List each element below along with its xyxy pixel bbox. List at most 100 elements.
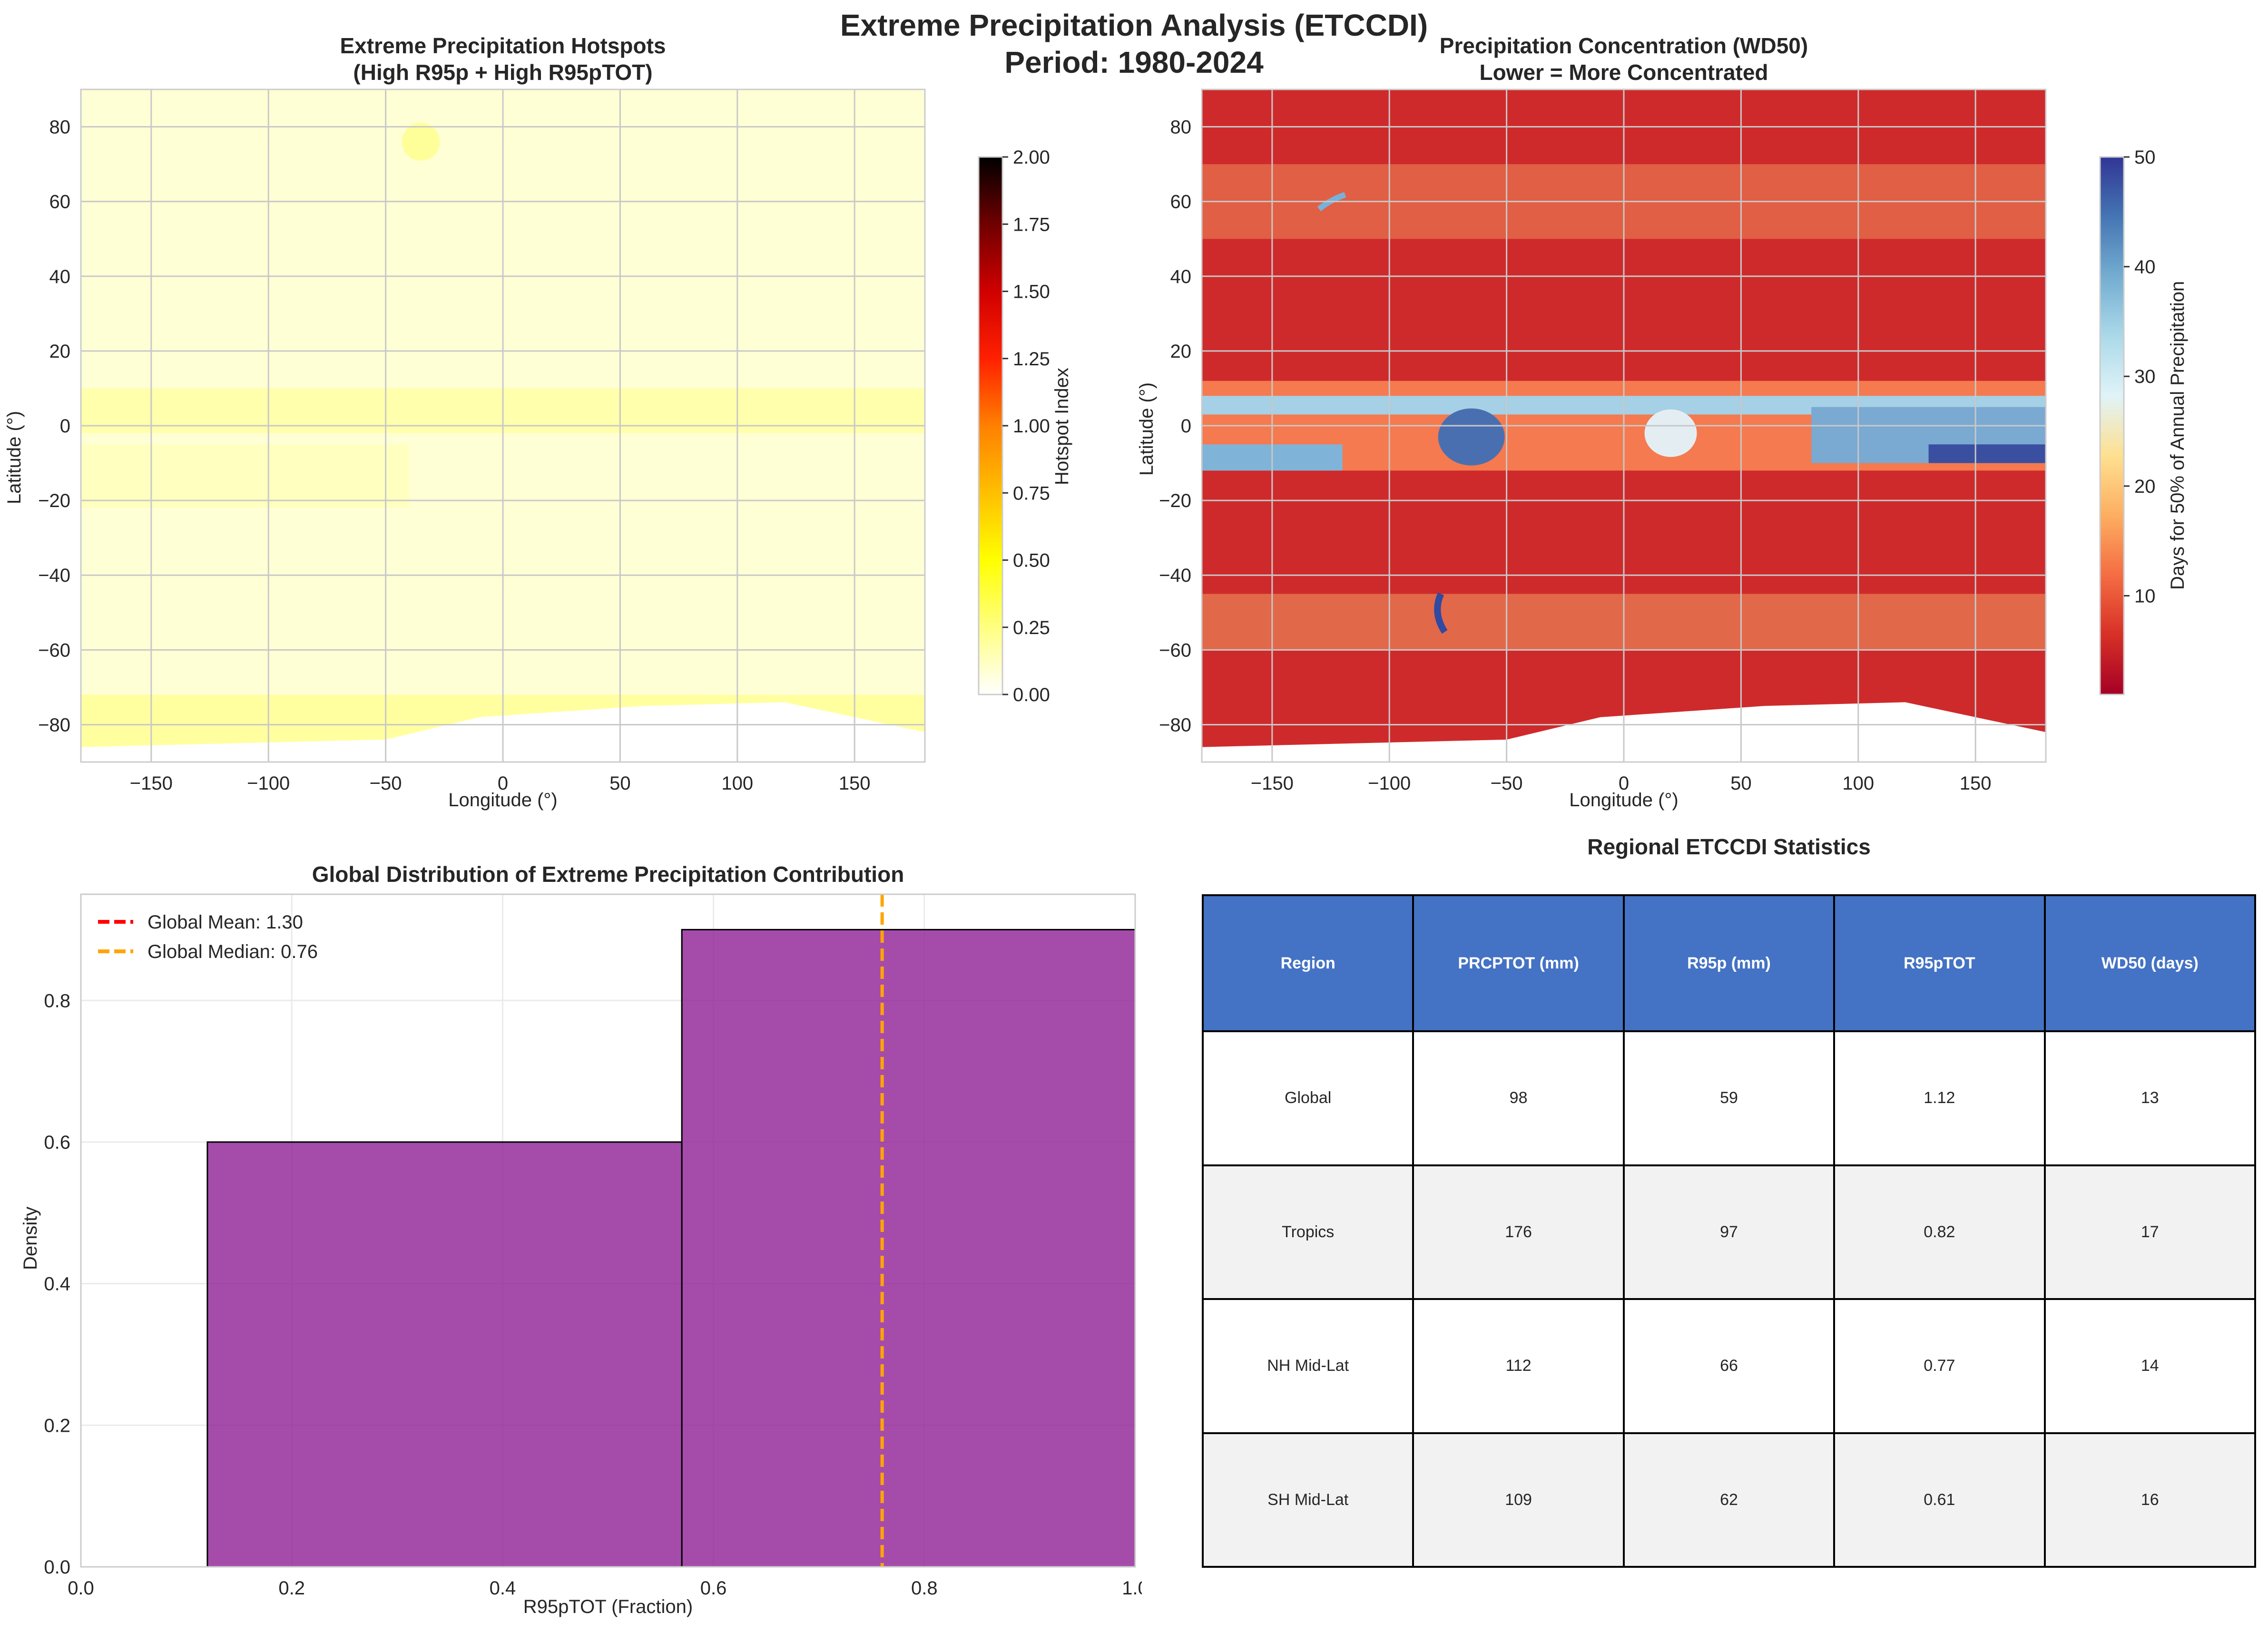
greenland-spot [402, 122, 440, 161]
histogram-bars [206, 928, 1135, 1567]
y-tick-label: 0.4 [44, 1274, 70, 1295]
warm-pool-core [1928, 444, 2046, 463]
table-cell: 66 [1622, 1298, 1836, 1434]
table-cell: 16 [2043, 1432, 2257, 1568]
y-tick-label: −40 [1159, 565, 1191, 586]
x-tick-label: 50 [609, 773, 631, 794]
x-tick-label: −100 [247, 773, 290, 794]
table-header-r95ptot: R95pTOT [1833, 894, 2046, 1032]
legend-label: Global Median: 0.76 [147, 941, 318, 962]
map-frame [80, 88, 926, 763]
y-tick-label: 60 [49, 192, 71, 213]
congo-region [1644, 409, 1697, 457]
table-cell: 98 [1412, 1030, 1625, 1166]
spcz-band [81, 444, 409, 508]
x-tick-label: 50 [1730, 773, 1752, 794]
colorbar-tick-label: 20 [2134, 476, 2156, 497]
histogram-xlabel: R95pTOT (Fraction) [523, 1596, 693, 1617]
histogram-bar [206, 1141, 683, 1567]
table-header-prcptot: PRCPTOT (mm) [1412, 894, 1625, 1032]
x-tick-label: 0 [1619, 773, 1629, 794]
colorbar-tick-label: 1.75 [1013, 214, 1050, 235]
y-tick-label: −20 [38, 490, 70, 511]
y-tick-label: −40 [38, 565, 70, 586]
y-tick-label: 20 [1170, 341, 1192, 362]
y-tick-label: 0.2 [44, 1415, 70, 1436]
table-row: SH Mid-Lat 109 62 0.61 16 [1201, 1432, 2257, 1568]
x-tick-label: 100 [1842, 773, 1874, 794]
x-tick-label: 0.6 [700, 1578, 727, 1599]
hist-frame [80, 893, 1136, 1568]
x-tick-label: 0 [498, 773, 508, 794]
table-cell: 112 [1412, 1298, 1625, 1434]
x-tick-label: −150 [1251, 773, 1294, 794]
colorbar-tick-label: 1.50 [1013, 282, 1050, 303]
x-tick-label: −150 [130, 773, 173, 794]
colorbar-tick-label: 40 [2134, 257, 2156, 278]
histogram-ylabel: Density [20, 1206, 41, 1270]
y-tick-label: −80 [1159, 714, 1191, 735]
colorbar-tick-label: 0.25 [1013, 617, 1050, 638]
hotspot-map-chart: −150 −100 −50 0 50 100 150 −80 −60 −40 −20 0 20 40 60 8… [38, 88, 1050, 794]
table-title: Regional ETCCDI Statistics [1587, 834, 1871, 859]
hotspot-map-title-line1: Extreme Precipitation Hotspots [340, 33, 666, 58]
hotspot-map-title-line2: (High R95p + High R95pTOT) [353, 60, 653, 85]
y-tick-label: 0 [1181, 416, 1191, 437]
hotspot-colorbar-label: Hotspot Index [1051, 368, 1072, 485]
table-row: Tropics 176 97 0.82 17 [1201, 1164, 2257, 1300]
colorbar-tick-label: 30 [2134, 366, 2156, 387]
colorbar [978, 156, 1003, 695]
histogram-title: Global Distribution of Extreme Precipita… [312, 862, 904, 887]
colorbar-tick-label: 1.25 [1013, 349, 1050, 370]
table-cell: 62 [1622, 1432, 1836, 1568]
y-tick-label: 0 [60, 416, 70, 437]
colorbar-tick-label: 1.00 [1013, 416, 1050, 437]
x-tick-label: 0.2 [278, 1578, 305, 1599]
table-cell: 14 [2043, 1298, 2257, 1434]
y-tick-label: 20 [49, 341, 71, 362]
y-tick-label: 80 [1170, 117, 1192, 138]
table-cell: SH Mid-Lat [1201, 1432, 1414, 1568]
nw-america-coast-stripe [1317, 192, 1346, 212]
y-tick-label: 0.6 [44, 1132, 70, 1153]
y-tick-label: 0.8 [44, 990, 70, 1011]
wd50-map-xlabel: Longitude (°) [1569, 790, 1679, 811]
hotspot-map-ylabel: Latitude (°) [4, 410, 25, 504]
table-cell: 13 [2043, 1030, 2257, 1166]
table-cell: NH Mid-Lat [1201, 1298, 1414, 1434]
x-tick-label: 100 [721, 773, 753, 794]
wd50-map-title-line2: Lower = More Concentrated [1479, 60, 1768, 85]
x-tick-label: −50 [1491, 773, 1523, 794]
table-cell: 97 [1622, 1164, 1836, 1300]
y-tick-label: 80 [49, 117, 71, 138]
wd50-map-title-line1: Precipitation Concentration (WD50) [1439, 33, 1808, 58]
colorbar-tick-label: 0.00 [1013, 684, 1050, 705]
table-cell: Global [1201, 1030, 1414, 1166]
map-frame [1201, 88, 2047, 763]
colorbar-tick-label: 0.50 [1013, 550, 1050, 571]
table-cell: 109 [1412, 1432, 1625, 1568]
amazon-region [1438, 408, 1505, 466]
y-tick-label: 60 [1170, 192, 1192, 213]
wd50-map-ylabel: Latitude (°) [1136, 382, 1157, 476]
figure-suptitle-line2: Period: 1980-2024 [1004, 45, 1264, 79]
colorbar-tick-label: 0.75 [1013, 483, 1050, 504]
figure-suptitle-line1: Extreme Precipitation Analysis (ETCCDI) [840, 8, 1428, 42]
colorbar-tick-label: 10 [2134, 586, 2156, 606]
legend-label: Global Mean: 1.30 [147, 912, 303, 933]
figure-suptitle: Extreme Precipitation Analysis (ETCCDI) … [0, 7, 2268, 81]
wd50-colorbar-label: Days for 50% of Annual Precipitation [2167, 281, 2188, 590]
x-tick-label: 1.0 [1122, 1578, 1142, 1599]
y-tick-label: −60 [1159, 640, 1191, 661]
histogram-chart: 0.0 0.2 0.4 0.6 0.8 1.0 0.0 0.2 0.4 0.6 0.8 Global … [44, 893, 1142, 1599]
histogram-bar [681, 928, 1135, 1567]
x-tick-label: −100 [1368, 773, 1411, 794]
y-tick-label: 40 [1170, 266, 1192, 287]
x-tick-label: 150 [839, 773, 871, 794]
y-tick-label: −80 [38, 714, 70, 735]
table-cell: 0.77 [1833, 1298, 2046, 1434]
table-header-wd50: WD50 (days) [2043, 894, 2257, 1032]
regional-stats-table: Region PRCPTOT (mm) R95p (mm) R95pTOT WD… [1201, 894, 2257, 1568]
x-tick-label: −50 [370, 773, 402, 794]
y-tick-label: −60 [38, 640, 70, 661]
